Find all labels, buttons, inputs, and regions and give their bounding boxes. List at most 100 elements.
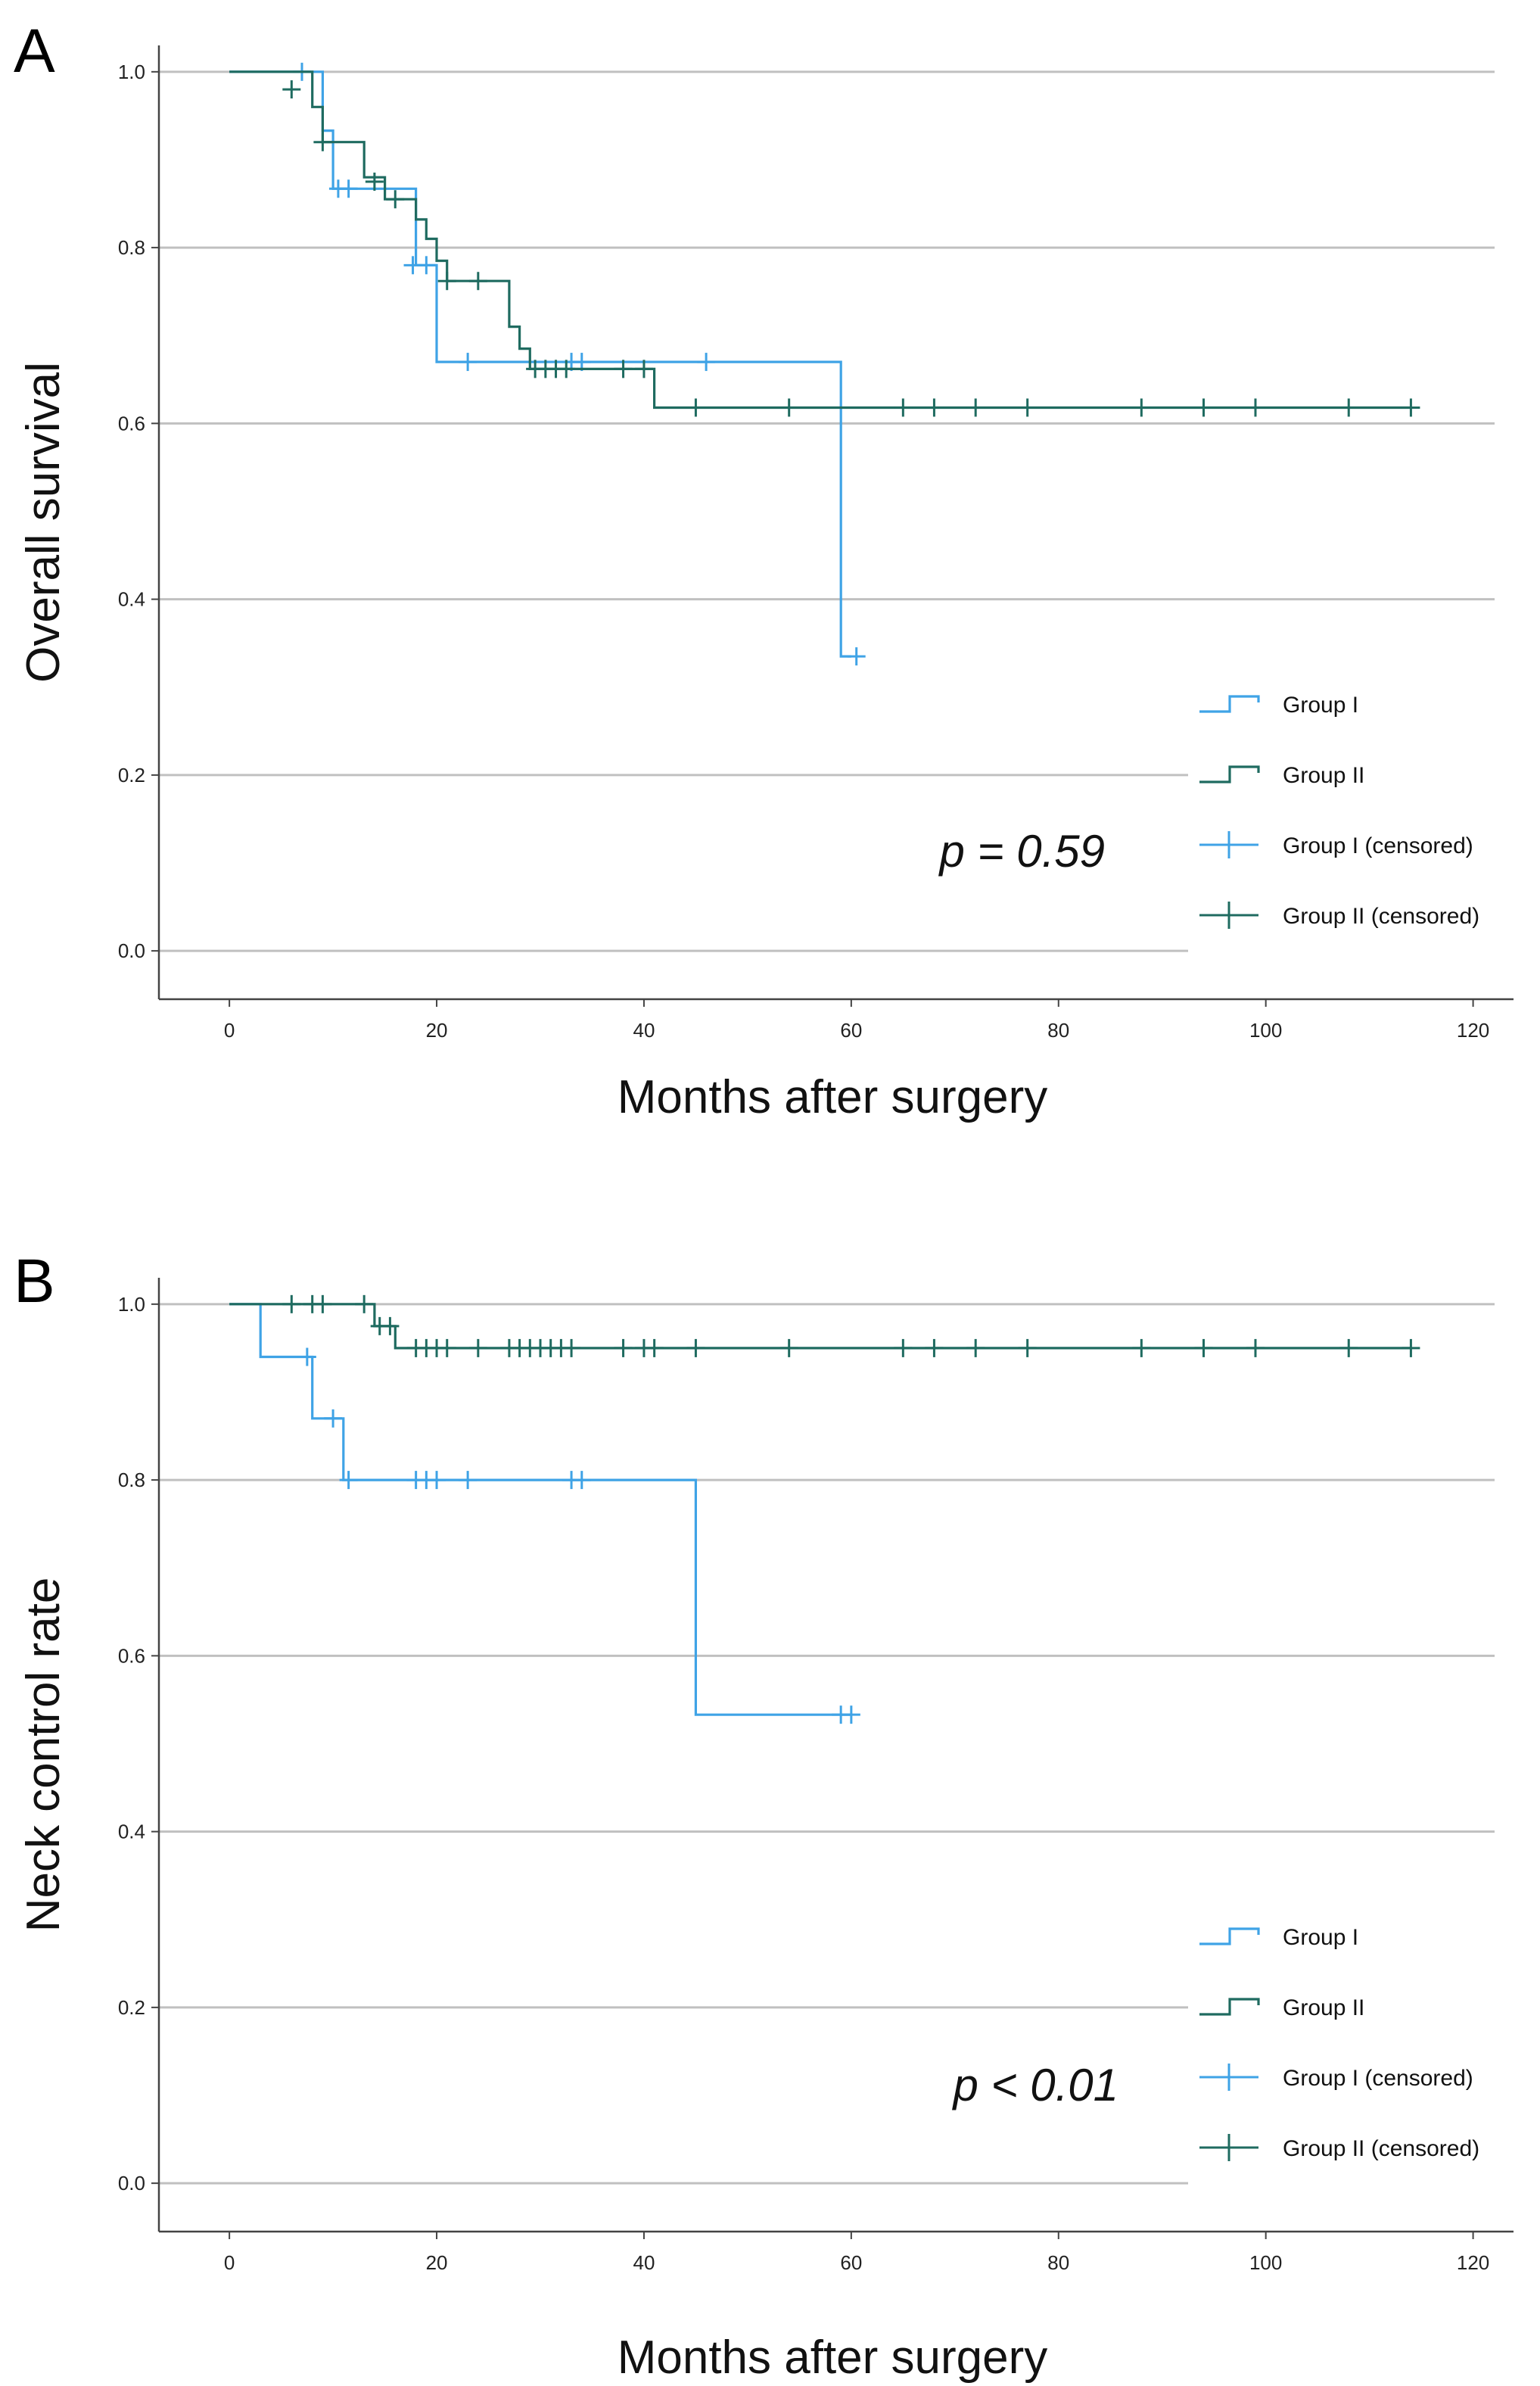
x-tick-label: 100 [1249,1019,1282,1042]
legend-swatch-2 [1199,765,1260,783]
legend: Group I Group II Group I (censored) Group I… [1199,693,1479,929]
x-tick-label: 20 [426,2251,448,2274]
censor-mark-2 [1339,1338,1358,1357]
y-tick-label: 0.6 [118,1644,145,1667]
legend-swatch-2 [1199,1998,1260,2016]
x-tick-label: 120 [1457,2251,1489,2274]
censor-mark-2 [381,1316,400,1335]
y-tick-label: 0.2 [118,1996,145,2019]
legend-label: Group I [1283,1925,1358,1950]
y-tick-label: 1.0 [118,1293,145,1316]
censor-mark-1 [847,647,866,666]
censor-mark-1 [697,353,716,372]
censor-mark-2 [1132,398,1151,417]
censor-mark-2 [562,1338,581,1357]
p-value: p = 0.59 [938,826,1105,877]
y-tick-label: 1.0 [118,61,145,83]
censor-mark-2 [468,1338,487,1357]
legend-swatch-3 [1199,2064,1258,2091]
censor-mark-2 [1246,1338,1265,1357]
censor-mark-2 [966,1338,985,1357]
censor-mark-1 [459,1471,478,1490]
y-tick-label: 0.4 [118,588,145,611]
panel-B: B 0.0 0.2 0.4 0.6 0.8 1.0 0 20 40 60 80 100 120 Months… [14,1247,1514,2384]
censor-mark-2 [557,360,576,378]
y-axis-title: Overall survival [17,362,70,683]
y-tick-label: 0.0 [118,2172,145,2194]
censor-mark-1 [339,179,358,198]
series-line-1 [229,70,851,658]
censor-mark-1 [417,256,436,275]
censor-mark-2 [686,1338,705,1357]
censor-mark-2 [386,190,405,209]
censor-mark-2 [894,1338,913,1357]
legend-swatch-3 [1199,831,1258,858]
panel-label: B [14,1247,55,1316]
legend: Group I Group II Group I (censored) Group I… [1199,1925,1479,2161]
legend-label: Group II [1283,1995,1364,2020]
y-tick-label: 0.6 [118,412,145,435]
censor-mark-2 [365,173,384,191]
censor-mark-1 [297,1347,316,1366]
x-tick-label: 120 [1457,1019,1489,1042]
y-axis-title: Neck control rate [17,1578,70,1933]
series-line-2 [229,70,1411,410]
censor-mark-2 [966,398,985,417]
censor-mark-2 [634,360,653,378]
censor-mark-2 [437,1338,456,1357]
p-value: p < 0.01 [951,2060,1118,2110]
x-tick-label: 60 [840,1019,862,1042]
x-tick-label: 0 [224,1019,235,1042]
y-tick-label: 0.8 [118,236,145,259]
legend-label: Group II (censored) [1283,2136,1479,2161]
censor-mark-2 [355,1294,374,1313]
censor-mark-1 [842,1705,860,1724]
censor-mark-1 [324,1409,343,1428]
x-tick-label: 60 [840,2251,862,2274]
censor-mark-2 [614,1338,633,1357]
censor-mark-2 [1246,398,1265,417]
x-tick-label: 20 [426,1019,448,1042]
censor-mark-2 [282,1294,301,1313]
y-tick-label: 0.0 [118,939,145,962]
x-tick-label: 80 [1047,1019,1069,1042]
series-line-1 [229,1303,851,1716]
censor-mark-2 [1339,398,1358,417]
censor-mark-1 [339,1471,358,1490]
x-axis-title: Months after surgery [618,1071,1048,1123]
x-tick-label: 40 [633,1019,655,1042]
censor-mark-2 [1402,1338,1420,1357]
censor-mark-2 [645,1338,664,1357]
censor-mark-2 [437,272,456,291]
censor-mark-2 [1194,398,1213,417]
x-tick-label: 80 [1047,2251,1069,2274]
censor-mark-1 [572,1471,591,1490]
censor-mark-2 [1018,398,1037,417]
legend-label: Group I [1283,693,1358,718]
panel-label: A [14,17,55,86]
censor-mark-2 [614,360,633,378]
censor-mark-2 [468,272,487,291]
series-line-2 [229,1303,1411,1350]
censor-mark-2 [894,398,913,417]
censor-mark-2 [686,398,705,417]
legend-label: Group II (censored) [1283,904,1479,929]
x-tick-label: 40 [633,2251,655,2274]
censor-mark-1 [428,1471,446,1490]
legend-swatch-1 [1199,695,1260,713]
censor-mark-2 [1194,1338,1213,1357]
censor-mark-2 [313,1294,332,1313]
y-tick-label: 0.4 [118,1821,145,1843]
censor-mark-2 [925,1338,944,1357]
censor-mark-1 [459,353,478,372]
x-tick-label: 0 [224,2251,235,2274]
censor-mark-2 [925,398,944,417]
censor-mark-2 [1018,1338,1037,1357]
legend-label: Group II [1283,763,1364,788]
panel-A: A 0.0 0.2 0.4 0.6 0.8 1.0 0 20 40 60 80 100 120 Months… [14,17,1514,1123]
y-tick-label: 0.8 [118,1469,145,1491]
y-tick-label: 0.2 [118,764,145,787]
censor-mark-2 [779,1338,798,1357]
legend-label: Group I (censored) [1283,2066,1473,2091]
